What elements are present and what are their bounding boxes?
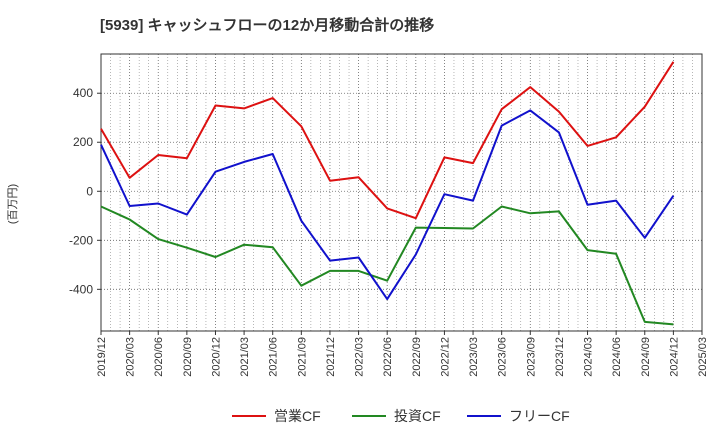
y-tick-label: -200: [69, 233, 93, 247]
legend-item-free: フリーCF: [467, 404, 570, 428]
x-tick-label: 2025/03: [697, 337, 709, 377]
legend-swatch-free: [467, 415, 501, 417]
y-tick-label: 200: [73, 135, 93, 149]
x-tick-label: 2023/09: [525, 337, 537, 377]
series-line-2: [100, 109, 675, 301]
x-tick-label: 2024/06: [611, 337, 623, 377]
legend: 営業CF 投資CF フリーCF: [0, 404, 720, 428]
y-tick-label: 0: [86, 184, 93, 198]
legend-swatch-investing: [352, 415, 386, 417]
x-tick-label: 2021/06: [268, 337, 280, 377]
x-tick-label: 2024/12: [668, 337, 680, 377]
x-tick-label: 2020/12: [210, 337, 222, 377]
legend-item-operating: 営業CF: [232, 404, 321, 428]
x-tick-label: 2020/09: [182, 337, 194, 377]
series-line-1: [100, 205, 674, 326]
legend-label-operating: 営業CF: [274, 408, 321, 424]
x-tick-label: 2023/03: [468, 337, 480, 377]
x-tick-label: 2022/09: [411, 337, 423, 377]
x-tick-label: 2023/12: [554, 337, 566, 377]
chart-title: [5939] キャッシュフローの12か月移動合計の推移: [100, 17, 435, 34]
legend-item-investing: 投資CF: [352, 404, 441, 428]
x-tick-label: 2022/12: [439, 337, 451, 377]
x-tick-label: 2022/06: [382, 337, 394, 377]
x-tick-label: 2021/12: [325, 337, 337, 377]
y-tick-label: 400: [73, 86, 93, 100]
x-tick-label: 2022/03: [354, 337, 366, 377]
series-line-0: [100, 61, 675, 220]
legend-label-free: フリーCF: [509, 408, 570, 424]
x-tick-label: 2019/12: [96, 337, 108, 377]
y-tick-label: -400: [69, 282, 93, 296]
x-tick-label: 2024/03: [583, 337, 595, 377]
legend-label-investing: 投資CF: [394, 408, 441, 424]
x-tick-label: 2021/09: [296, 337, 308, 377]
plot-area: [100, 53, 703, 332]
x-tick-label: 2023/06: [497, 337, 509, 377]
legend-swatch-operating: [232, 415, 266, 417]
x-tick-label: 2024/09: [640, 337, 652, 377]
x-tick-label: 2021/03: [239, 337, 251, 377]
x-tick-label: 2020/06: [153, 337, 165, 377]
x-tick-label: 2020/03: [125, 337, 137, 377]
